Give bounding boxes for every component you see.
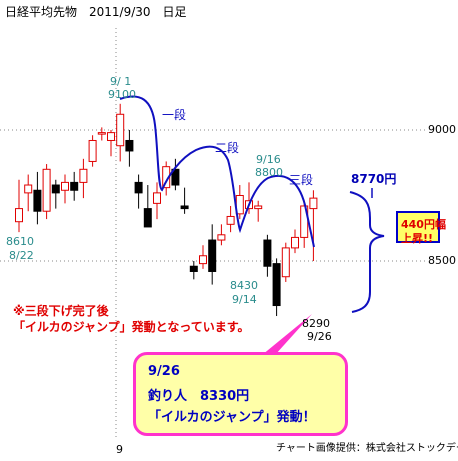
candle-body [15,208,23,223]
candle-body [116,113,125,147]
candle-body [226,215,235,225]
candle-body [70,181,79,191]
candle-body [107,132,115,141]
candle-body [217,234,226,241]
rise-badge-line: 上昇!! [401,232,434,245]
callout-line: 釣り人 8330円 [148,389,250,404]
candle-body [199,255,207,265]
candle-body [79,168,88,183]
candle-body [263,239,272,267]
candle-body [291,236,299,249]
candle-body [33,189,42,212]
point-date-label: 9/26 [307,330,332,343]
rise-badge: 440円幅 上昇!! [396,211,446,245]
candle-body [125,139,134,152]
candle-body [88,139,97,162]
rise-badge-line: 440円幅 [401,218,446,231]
wave-label: 二段 [215,141,240,155]
callout-line: 「イルカのジャンプ」発動！ [148,410,316,425]
wave-curve [119,95,315,248]
point-date-label: 8/22 [9,249,34,262]
point-price-label: 8800 [255,166,283,179]
candle-body [134,181,143,194]
chart-title: 日経平均先物 2011/9/30 日足 [5,5,187,19]
point-price-label: 8610 [6,235,34,248]
wave-label: 一段 [162,108,187,122]
candle-body [208,239,217,272]
x-tick-label: 9 [116,443,123,456]
callout-pointer [262,314,312,355]
y-tick-label: 8500 [428,254,456,267]
point-price-label: 8430 [230,279,258,292]
candle-body [61,181,69,191]
candle-body [51,184,60,194]
point-date-label: 9/14 [232,293,257,306]
callout-box: 9/26 釣り人 8330円 「イルカのジャンプ」発動！ [133,352,348,436]
callout-line: 9/26 [148,364,180,379]
point-date-label: 9/ 1 [110,75,132,88]
candle-body [153,192,161,204]
candle-body [24,184,33,194]
note-line: 「イルカのジャンプ」発動となっています。 [13,320,250,334]
point-price-label: 8290 [302,317,330,330]
candle-body [97,132,106,135]
candle-body [171,168,180,186]
note-line: ※三段下げ完了後 [13,304,109,318]
wave-label: 三段 [289,173,314,187]
last-price-label: 8770円 [351,172,397,186]
chart-credit: チャート画像提供：株式会社ストックデータバンク [276,443,458,454]
candle-body [309,197,318,210]
y-tick-label: 9000 [428,123,456,136]
candle-body [42,168,51,212]
candle-body [143,208,152,228]
point-price-label: 9100 [108,88,136,101]
candle-body [281,247,290,278]
point-date-label: 9/16 [256,153,281,166]
range-brace [349,191,385,313]
candle-body [189,265,198,272]
candle-body [254,205,263,210]
candle-body [272,263,281,307]
candle-body [180,205,189,210]
